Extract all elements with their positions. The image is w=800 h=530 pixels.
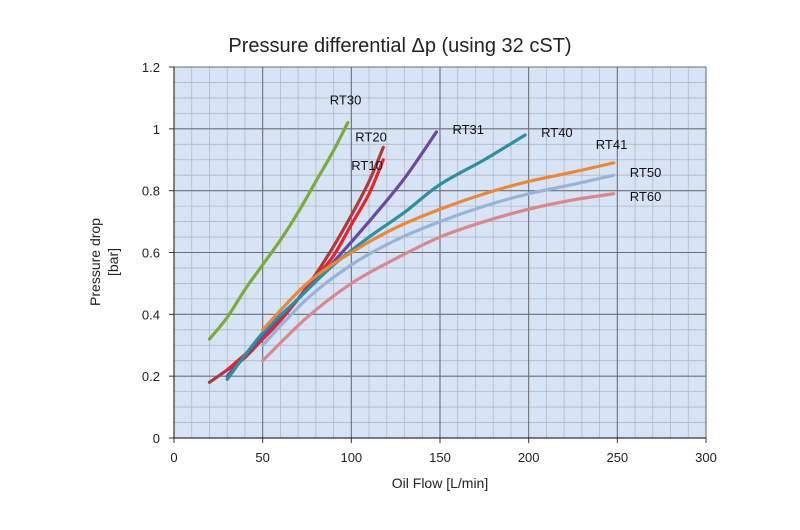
series-line-rt40 xyxy=(225,133,527,381)
series-label-rt10: RT10 xyxy=(351,158,383,173)
x-tick-label: 250 xyxy=(606,450,628,465)
x-axis-label: Oil Flow [L/min] xyxy=(392,475,488,491)
y-tick-label: 0 xyxy=(153,431,160,446)
series-line-rt60 xyxy=(261,192,616,363)
series-label-rt20: RT20 xyxy=(355,129,387,144)
series-label-rt41: RT41 xyxy=(596,137,628,152)
series-label-rt31: RT31 xyxy=(452,122,484,137)
x-tick-label: 100 xyxy=(340,450,362,465)
y-tick-label: 1 xyxy=(153,122,160,137)
y-tick-label: 0.8 xyxy=(142,184,160,199)
series-lines xyxy=(207,121,616,384)
y-tick-label: 0.4 xyxy=(142,307,160,322)
series-label-rt50: RT50 xyxy=(630,165,662,180)
series-line-rt31 xyxy=(225,130,439,378)
y-axis-label-line-1: Pressure drop xyxy=(87,218,103,306)
series-line-rt30 xyxy=(207,121,350,341)
x-tick-label: 150 xyxy=(429,450,451,465)
y-axis-label-line-2: [bar] xyxy=(105,248,121,276)
x-tick-label: 50 xyxy=(255,450,269,465)
series-label-rt60: RT60 xyxy=(630,189,662,204)
y-tick-label: 1.2 xyxy=(142,60,160,75)
chart-title: Pressure differential Δp (using 32 cST) xyxy=(228,35,571,57)
x-tick-labels: 0 50 100 150 200 250 300 xyxy=(170,450,716,465)
series-label-rt40: RT40 xyxy=(541,125,573,140)
y-tick-label: 0.6 xyxy=(142,246,160,261)
x-tick-label: 0 xyxy=(170,450,177,465)
series-line-rt50 xyxy=(261,173,616,347)
major-gridlines xyxy=(174,66,707,438)
series-label-rt30: RT30 xyxy=(330,93,362,108)
x-tick-label: 300 xyxy=(695,450,717,465)
y-tick-label: 0.2 xyxy=(142,369,160,384)
x-tick-label: 200 xyxy=(518,450,540,465)
y-tick-labels: 0 0.2 0.4 0.6 0.8 1 1.2 xyxy=(142,60,160,446)
series-line-rt41 xyxy=(261,161,616,332)
axes xyxy=(169,66,707,443)
